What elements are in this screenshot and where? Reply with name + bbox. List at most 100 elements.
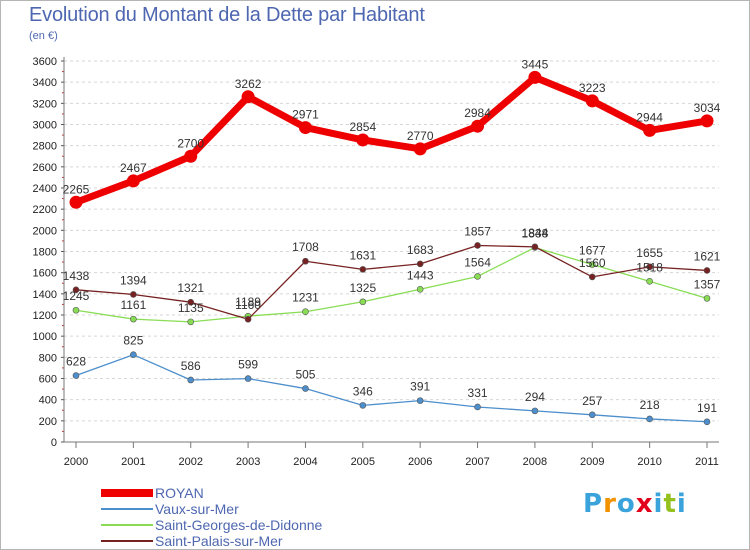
data-point	[588, 261, 596, 268]
data-label: 628	[66, 355, 86, 369]
data-point	[588, 411, 596, 419]
legend-swatch	[101, 489, 153, 497]
x-tick-label: 2001	[121, 456, 145, 468]
data-point	[130, 291, 137, 298]
data-point	[703, 267, 711, 274]
y-tick-label: 3000	[33, 120, 57, 132]
data-label: 599	[238, 358, 258, 372]
logo-letter: P	[583, 489, 604, 519]
data-point	[471, 119, 485, 133]
data-point	[703, 418, 711, 426]
data-point	[474, 242, 481, 249]
y-tick-label: 800	[39, 352, 57, 364]
x-tick-label: 2003	[236, 456, 260, 468]
data-point	[302, 257, 309, 265]
y-tick-label: 2000	[33, 225, 57, 237]
x-tick-label: 2000	[64, 456, 88, 468]
data-point	[356, 133, 370, 147]
data-label: 1655	[636, 246, 663, 260]
data-label: 1231	[292, 291, 319, 305]
x-tick-label: 2004	[293, 456, 317, 468]
data-point	[474, 403, 481, 411]
data-point	[700, 114, 714, 128]
data-label: 257	[582, 394, 602, 408]
data-point	[359, 266, 367, 273]
data-label: 3223	[579, 81, 606, 95]
data-label: 391	[410, 380, 430, 394]
data-point	[72, 286, 80, 294]
data-point	[72, 306, 80, 314]
legend-label: Saint-Georges-de-Didonne	[155, 517, 323, 533]
series-line-royan	[74, 73, 708, 206]
data-label: 1838	[522, 226, 549, 240]
data-label: 1357	[694, 277, 721, 291]
data-point	[585, 94, 599, 108]
legend-swatch	[101, 508, 153, 510]
data-label: 3262	[235, 77, 262, 91]
data-label: 1438	[63, 269, 90, 283]
data-label: 1683	[407, 243, 434, 257]
x-tick-label: 2006	[408, 456, 432, 468]
grid-lines	[64, 60, 719, 443]
data-point	[241, 90, 255, 104]
data-label: 331	[468, 386, 488, 400]
data-point	[416, 285, 424, 293]
data-point	[302, 308, 309, 316]
x-tick-label: 2010	[637, 456, 661, 468]
data-label: 1844	[522, 226, 549, 240]
y-tick-label: 2400	[33, 183, 57, 195]
data-label: 2944	[636, 110, 663, 124]
data-label: 1160	[235, 298, 261, 312]
x-tick-label: 2008	[523, 456, 547, 468]
y-tick-label: 1600	[33, 268, 57, 280]
data-point	[646, 263, 653, 271]
series-layer	[69, 70, 714, 426]
data-label: 1443	[407, 268, 434, 282]
data-label: 1321	[177, 281, 204, 295]
x-tick-label: 2011	[695, 456, 719, 468]
chart-subtitle: (en €)	[29, 30, 58, 42]
data-label: 1518	[636, 260, 663, 274]
data-label: 2700	[177, 136, 204, 150]
series-line-saint-georges-de-didonne	[75, 246, 708, 323]
data-point	[72, 372, 80, 379]
data-point	[416, 260, 424, 268]
data-point	[244, 315, 252, 323]
y-tick-label: 2800	[33, 141, 57, 153]
logo-letter: i	[676, 489, 687, 519]
data-point	[531, 407, 539, 415]
data-point	[187, 376, 195, 384]
data-label: 191	[697, 401, 717, 415]
data-point	[130, 315, 137, 323]
data-point	[531, 243, 539, 251]
logo-letter: r	[603, 489, 617, 519]
data-point	[187, 298, 195, 306]
data-point	[359, 402, 367, 409]
legend-swatch	[101, 540, 153, 542]
y-tick-label: 3200	[33, 98, 57, 110]
data-label: 1189	[235, 295, 261, 309]
data-label: 1621	[694, 249, 721, 263]
data-label: 1394	[120, 273, 147, 287]
data-point	[187, 318, 195, 326]
data-label: 1245	[63, 289, 90, 303]
data-label: 346	[353, 384, 373, 398]
logo-letter: i	[653, 489, 664, 519]
data-label: 586	[181, 359, 201, 373]
y-tick-label: 600	[39, 374, 57, 386]
series-line-vaux-sur-mer	[75, 354, 708, 423]
data-label: 1708	[292, 240, 319, 254]
data-label: 2467	[120, 161, 147, 175]
y-tick-label: 400	[39, 395, 57, 407]
x-tick-label: 2007	[465, 456, 489, 468]
y-tick-label: 0	[51, 437, 57, 449]
data-point	[69, 195, 83, 209]
data-point	[298, 121, 312, 135]
x-tick-label: 2002	[178, 456, 202, 468]
logo-letter: o	[616, 489, 636, 519]
data-point	[528, 70, 542, 84]
data-point	[302, 385, 309, 392]
y-tick-label: 2600	[33, 162, 57, 174]
data-label: 2265	[63, 182, 90, 196]
